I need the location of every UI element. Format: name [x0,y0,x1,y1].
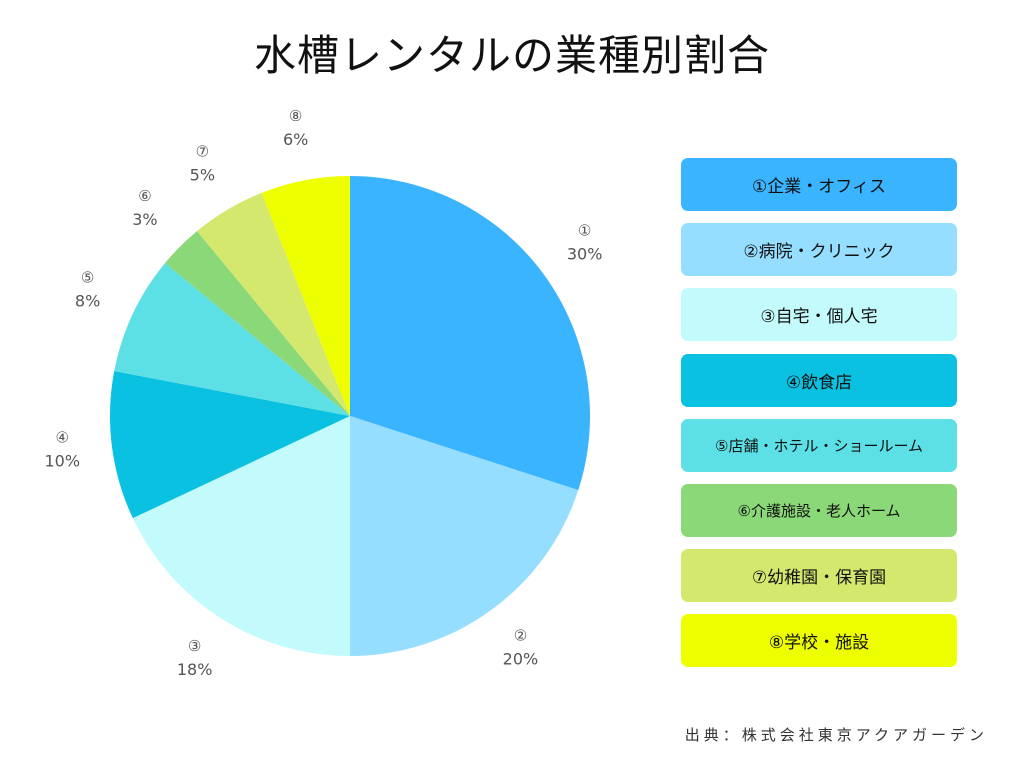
pie-slice-3 [132,416,350,656]
slice-marker-5: ⑤ [81,269,94,287]
slice-percent-2: 20% [503,650,539,669]
slice-marker-1: ① [578,222,591,240]
legend-label-2: ②病院・クリニック [743,242,895,263]
legend-label-4: ④飲食店 [785,372,853,393]
slice-percent-1: 30% [567,245,603,264]
legend-label-3: ③自宅・個人宅 [760,307,878,328]
slice-percent-3: 18% [177,660,213,679]
legend-label-6: ⑥介護施設・老人ホーム [737,502,901,520]
legend-label-1: ①企業・オフィス [752,177,886,197]
slice-marker-7: ⑦ [196,142,209,160]
legend-item-4: ④飲食店 [681,353,957,407]
legend-item-1: ①企業・オフィス [681,158,957,211]
slice-percent-8: 6% [283,130,308,149]
legend-item-3: ③自宅・個人宅 [681,288,957,342]
pie-slice-7 [197,192,350,416]
slice-marker-4: ④ [56,428,69,446]
slice-percent-4: 10% [45,451,81,470]
pie-slices [110,176,590,656]
slice-percent-6: 3% [132,210,157,229]
source-note: 出典：株式会社東京アクアガーデン [684,726,988,744]
slice-marker-2: ② [514,627,527,645]
legend-item-2: ②病院・クリニック [681,223,957,277]
legend-label-8: ⑧学校・施設 [768,633,870,654]
slice-marker-3: ③ [188,637,201,655]
pie-labels: ① 30% ② 20% ③ 18% ④ 10% ⑤ 8% ⑥ 3% ⑦ 5% ⑧ 6% [45,107,603,679]
slice-marker-6: ⑥ [138,187,151,205]
pie-slice-2 [350,416,579,656]
legend-item-7: ⑦幼稚園・保育園 [681,549,957,603]
pie-slice-5 [114,263,350,416]
pie-slice-4 [110,371,351,519]
legend-label-5: ⑤店舗・ホテル・ショールーム [715,436,923,455]
pie-slice-6 [165,231,350,416]
legend-item-8: ⑧学校・施設 [681,614,957,668]
legend-item-6: ⑥介護施設・老人ホーム [681,484,957,537]
legend-label-7: ⑦幼稚園・保育園 [751,568,887,589]
pie-slice-1 [350,176,590,491]
pie-slice-8 [261,176,350,416]
slice-marker-8: ⑧ [289,107,302,125]
chart-title: 水槽レンタルの業種別割合 [253,31,770,80]
slice-percent-7: 5% [190,165,215,184]
legend-item-5: ⑤店舗・ホテル・ショールーム [681,418,957,472]
slice-percent-5: 8% [75,292,100,311]
